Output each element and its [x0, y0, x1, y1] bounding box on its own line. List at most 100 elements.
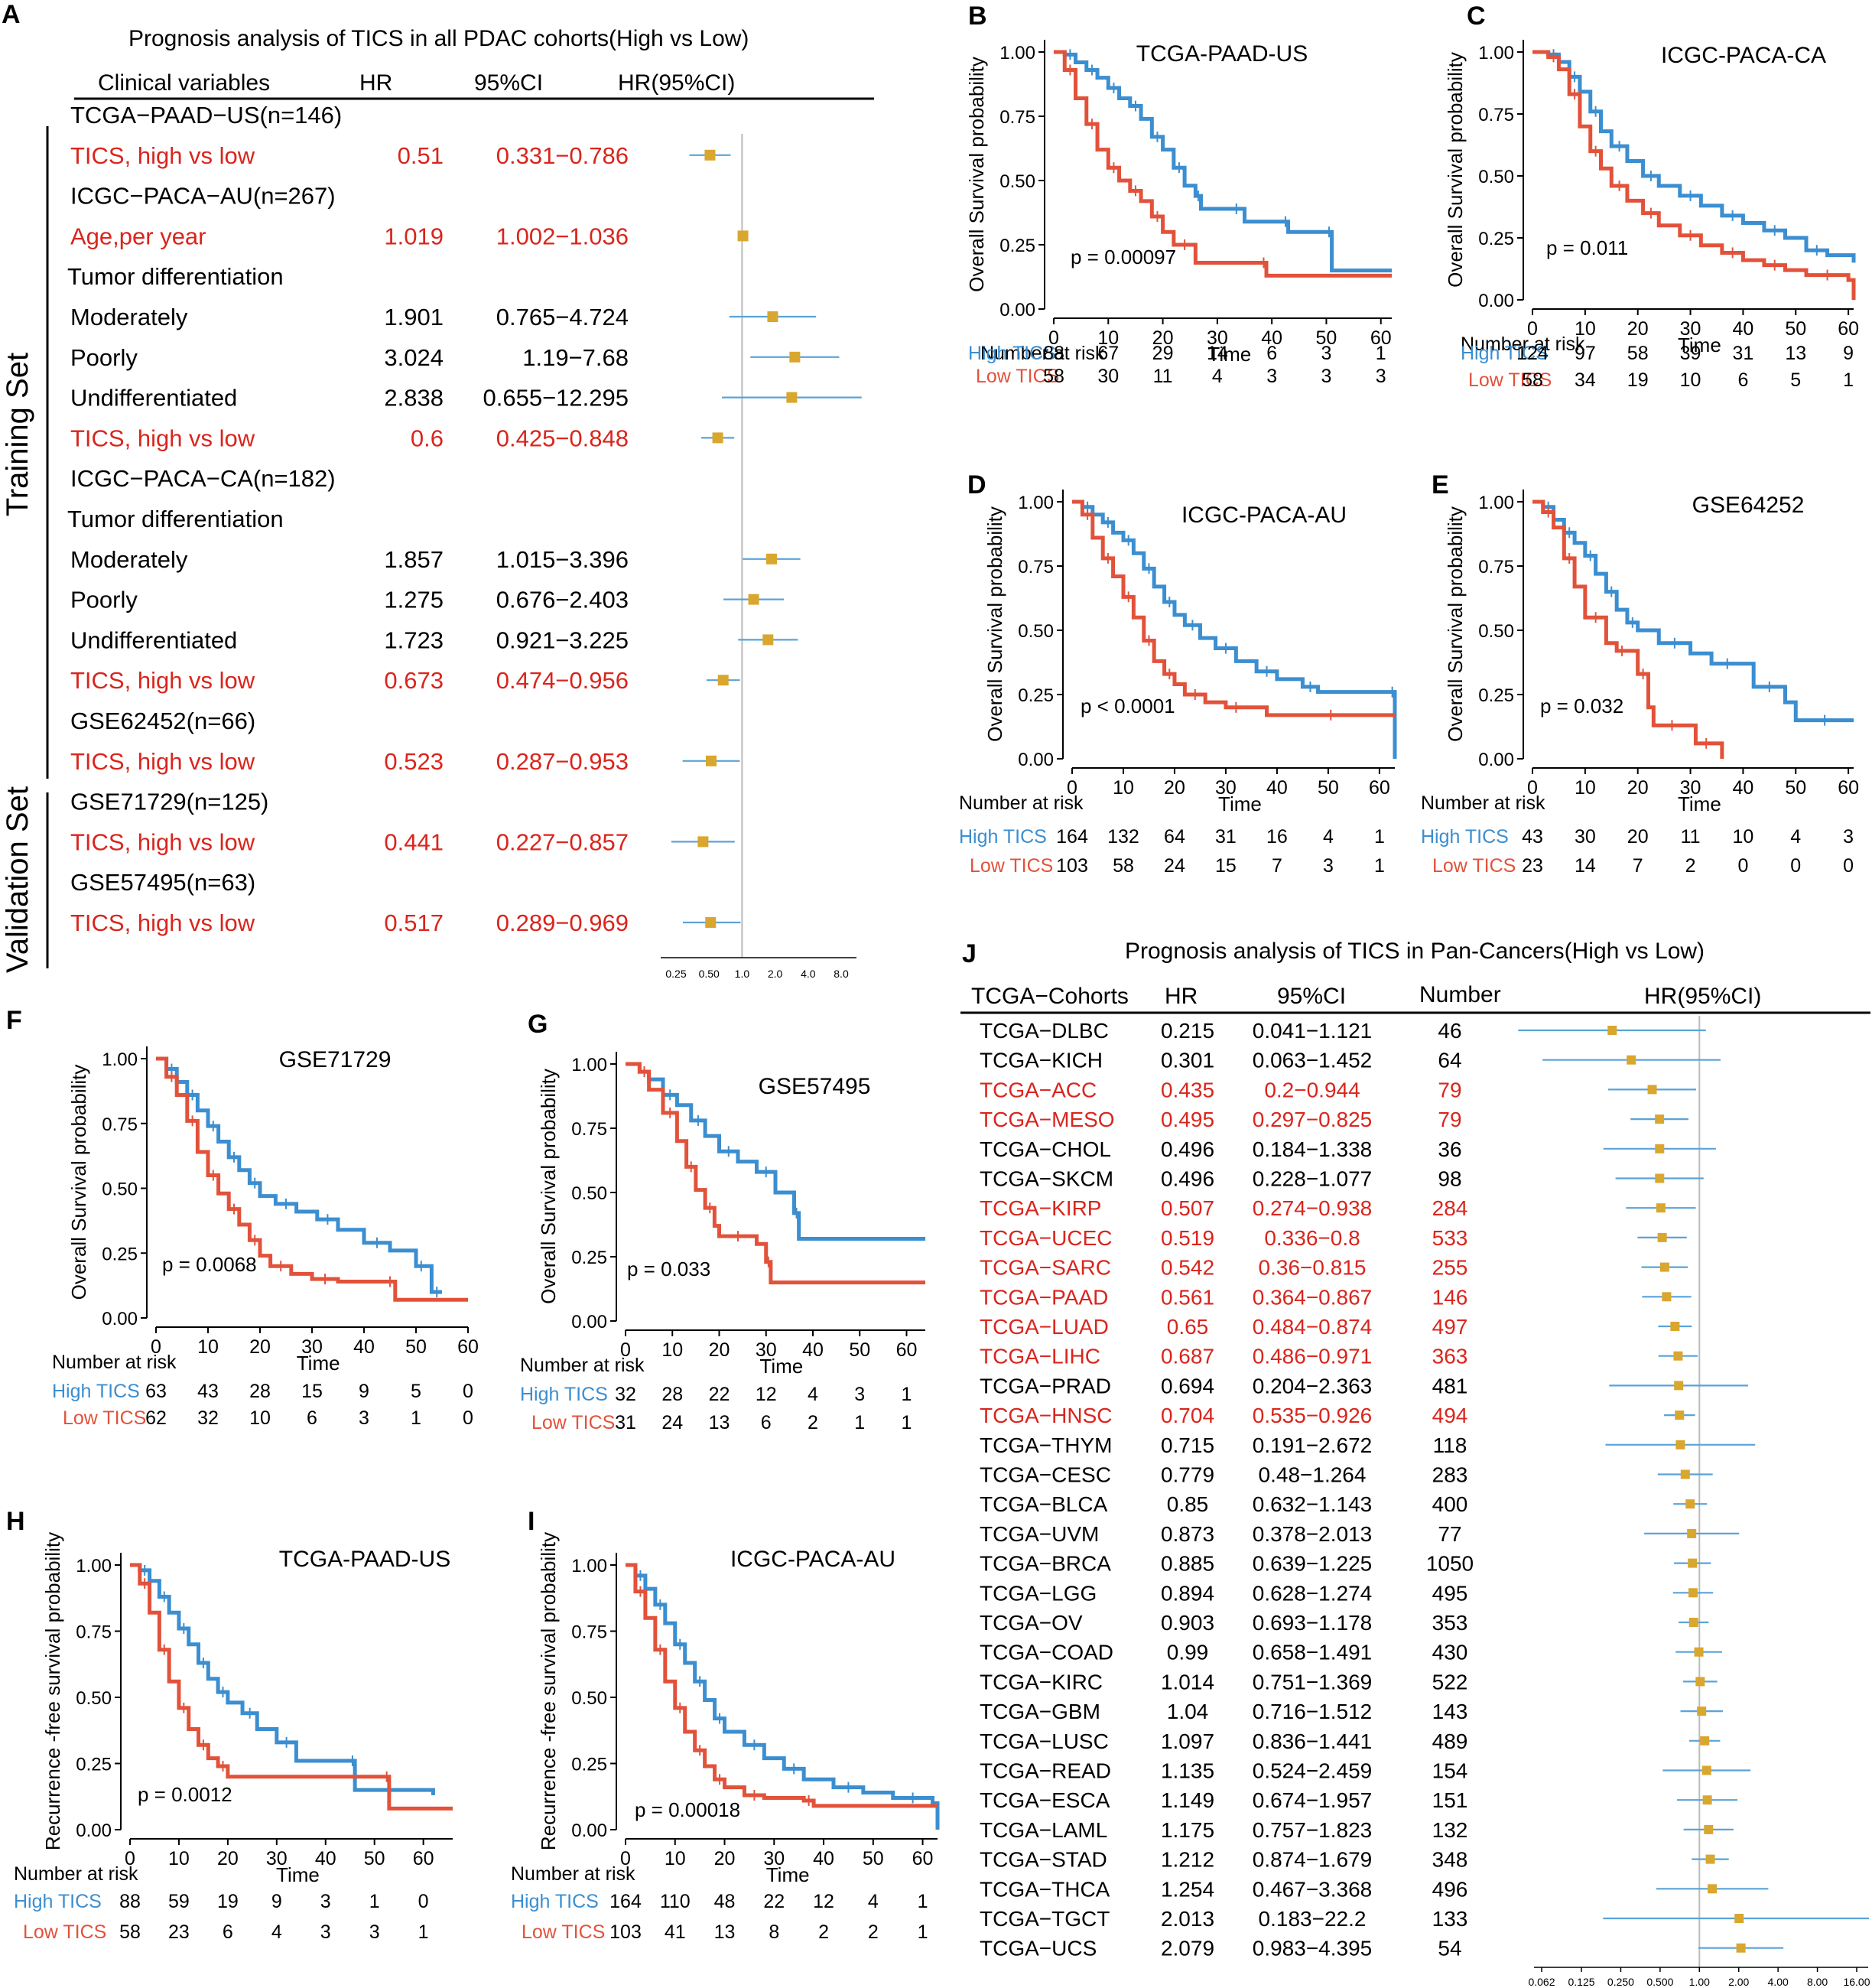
y-tick-label: 1.00	[1018, 493, 1054, 513]
row-ci: 0.364−0.867	[1253, 1285, 1373, 1309]
y-tick-label: 0.50	[102, 1179, 138, 1200]
row-number: 400	[1432, 1492, 1468, 1516]
axis-tick-label: 4.0	[801, 968, 816, 980]
risk-count-high: 13	[1785, 343, 1806, 364]
risk-label-high: High TICS	[520, 1384, 608, 1405]
risk-count-low: 23	[168, 1921, 190, 1943]
y-tick-label: 0.50	[1018, 621, 1054, 642]
row-number: 489	[1432, 1729, 1468, 1753]
row-hr: 0.673	[384, 667, 444, 694]
cohort-label: TCGA−PAAD	[980, 1285, 1108, 1309]
y-tick-label: 0.50	[1478, 167, 1514, 187]
high-tics-curve	[130, 1563, 435, 1796]
row-ci: 0.693−1.178	[1253, 1611, 1373, 1635]
y-tick-label: 0.25	[102, 1244, 138, 1264]
row-hr: 3.024	[384, 344, 444, 371]
km-panel-f: F0.000.250.500.751.000 10 20 30 40 50 60Overal…	[6, 1006, 479, 1429]
hr-square	[1687, 1528, 1697, 1538]
risk-count-low: 11	[1153, 366, 1173, 387]
y-tick-label: 0.75	[999, 107, 1035, 128]
cohort-label: TCGA−THYM	[980, 1433, 1112, 1457]
risk-count-low: 1	[418, 1921, 429, 1943]
risk-count-low: 4	[1212, 366, 1223, 387]
y-tick-label: 0.25	[571, 1755, 607, 1775]
row-number: 54	[1438, 1937, 1461, 1960]
risk-count-high: 10	[1733, 826, 1754, 848]
y-tick-label: 0.00	[1478, 291, 1514, 311]
row-hr: 1.135	[1161, 1759, 1214, 1783]
risk-count-low: 1	[411, 1407, 421, 1429]
risk-count-low: 6	[1737, 369, 1748, 391]
row-number: 77	[1438, 1522, 1461, 1546]
row-number: 146	[1432, 1285, 1468, 1309]
hr-square	[765, 553, 777, 565]
p-value: p = 0.033	[627, 1258, 710, 1280]
x-tick-label: 0	[151, 1336, 161, 1358]
x-axis-label: Time	[1207, 343, 1251, 366]
y-tick-label: 0.75	[571, 1622, 607, 1643]
row-hr: 0.715	[1161, 1433, 1214, 1457]
y-tick-label: 0.50	[76, 1688, 112, 1709]
y-tick-label: 0.75	[1018, 557, 1054, 578]
axis-tick-label: 4.00	[1768, 1976, 1789, 1988]
y-tick-label: 0.50	[1478, 621, 1514, 642]
row-number: 79	[1438, 1108, 1461, 1131]
axis-tick-label: 0.125	[1568, 1976, 1594, 1988]
row-hr: 2.079	[1161, 1937, 1214, 1960]
risk-count-high: 16	[1266, 826, 1288, 848]
row-hr: 1.149	[1161, 1788, 1214, 1812]
cohort-label: TCGA−KIRP	[980, 1196, 1101, 1220]
row-ci: 0.336−0.8	[1264, 1226, 1360, 1250]
x-tick-label: 30	[763, 1848, 785, 1869]
risk-count-low: 31	[615, 1412, 636, 1433]
risk-count-high: 28	[249, 1381, 271, 1402]
row-label: TCGA−PAAD−US(n=146)	[70, 102, 342, 129]
row-ci: 0.836−1.441	[1253, 1729, 1373, 1753]
high-tics-curve	[1072, 499, 1397, 759]
x-tick-label: 60	[1370, 327, 1392, 349]
row-hr: 1.019	[384, 223, 444, 249]
panel-letter: J	[962, 939, 977, 968]
forest-title: Prognosis analysis of TICS in Pan-Cancer…	[1125, 939, 1705, 964]
hr-square	[1685, 1499, 1695, 1509]
row-number: 151	[1432, 1788, 1468, 1812]
x-tick-label: 0	[1067, 777, 1077, 799]
row-hr: 1.014	[1161, 1670, 1214, 1694]
km-title: GSE71729	[279, 1047, 392, 1072]
y-tick-label: 0.00	[1018, 750, 1054, 770]
x-tick-label: 30	[1680, 777, 1701, 799]
high-tics-curve	[1532, 499, 1854, 723]
panel-letter: I	[528, 1507, 535, 1536]
cohort-label: TCGA−DLBC	[980, 1019, 1109, 1043]
x-tick-label: 10	[1575, 777, 1596, 799]
row-ci: 0.921−3.225	[496, 626, 629, 653]
y-tick-label: 0.00	[76, 1820, 112, 1841]
risk-label-high: High TICS	[511, 1891, 599, 1912]
risk-count-low: 10	[249, 1407, 271, 1429]
x-tick-label: 30	[1680, 318, 1701, 340]
risk-count-high: 3	[320, 1891, 331, 1912]
row-ci: 0.425−0.848	[496, 425, 629, 451]
row-hr: 0.507	[1161, 1196, 1214, 1220]
risk-count-low: 14	[1575, 855, 1596, 877]
x-tick-label: 0	[1527, 318, 1538, 340]
x-axis-label: Time	[759, 1355, 803, 1378]
col-header-hr: HR	[1165, 984, 1198, 1009]
training-set-label: Training Set	[1, 353, 34, 516]
cohort-label: TCGA−COAD	[980, 1641, 1113, 1664]
risk-count-low: 13	[714, 1921, 736, 1943]
x-tick-label: 20	[1627, 318, 1649, 340]
y-tick-label: 0.00	[102, 1309, 138, 1329]
cohort-label: TCGA−LAML	[980, 1818, 1107, 1842]
row-ci: 1.002−1.036	[496, 223, 629, 249]
row-hr: 0.519	[1161, 1226, 1214, 1250]
p-value: p = 0.011	[1546, 236, 1628, 259]
axis-tick-label: 2.0	[768, 968, 783, 980]
col-header-hr-ci: HR(95%CI)	[1644, 984, 1761, 1009]
row-number: 363	[1432, 1345, 1468, 1368]
x-tick-label: 20	[217, 1848, 239, 1869]
hr-square	[1688, 1618, 1698, 1627]
y-tick-label: 1.00	[999, 43, 1035, 63]
row-ci: 0.628−1.274	[1253, 1581, 1373, 1605]
row-ci: 0.874−1.679	[1253, 1848, 1373, 1872]
